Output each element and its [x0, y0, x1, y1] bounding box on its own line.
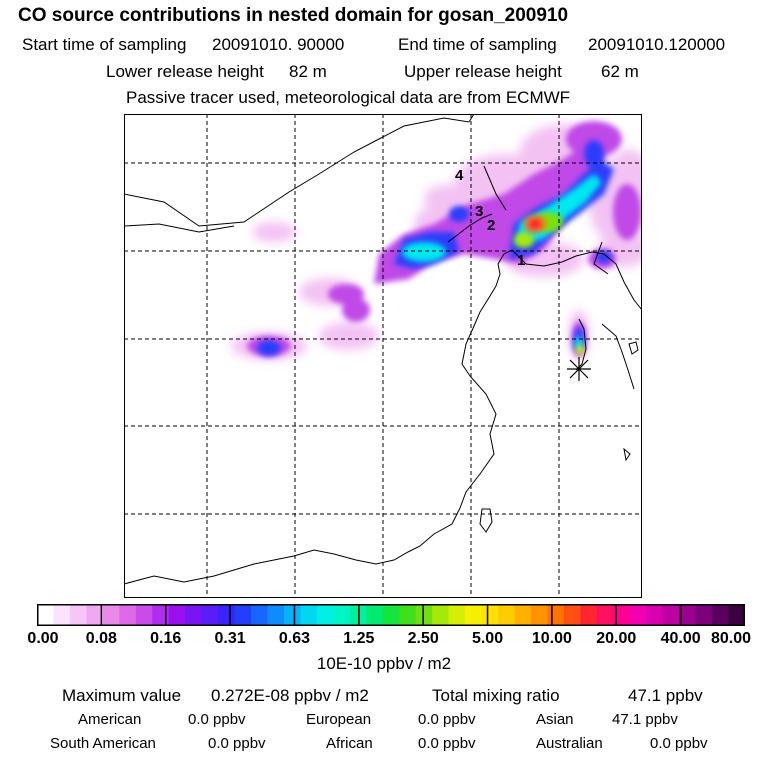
color-swatch	[596, 604, 614, 626]
region-name: Asian	[536, 711, 574, 728]
color-swatch	[119, 604, 137, 626]
color-swatch	[514, 604, 532, 626]
color-tick-label: 0.31	[214, 630, 246, 647]
color-swatch	[86, 604, 104, 626]
color-swatch	[415, 604, 433, 626]
color-swatch	[547, 604, 565, 626]
color-swatch	[283, 604, 301, 626]
color-swatch	[728, 604, 745, 626]
color-swatch	[152, 604, 170, 626]
region-value: 47.1 ppbv	[612, 711, 678, 728]
color-tick-label: 0.00	[27, 630, 59, 647]
color-tick-label: 0.08	[85, 630, 117, 647]
color-swatch	[185, 604, 203, 626]
lower-release-label: Lower release height	[106, 62, 264, 81]
region-value: 0.0 ppbv	[208, 735, 266, 752]
color-swatch	[465, 604, 483, 626]
site-label: 3	[475, 203, 483, 220]
color-swatch	[333, 604, 351, 626]
color-tick-label: 80.00	[710, 630, 752, 647]
max-value-label: Maximum value	[62, 686, 182, 705]
color-swatch	[102, 604, 120, 626]
lat-lon-grid	[124, 114, 642, 598]
color-swatch	[613, 604, 631, 626]
plume-field	[231, 121, 642, 360]
source-contribution-map: 1 2 3 4	[124, 114, 642, 598]
tracer-note: Passive tracer used, meteorological data…	[126, 88, 571, 107]
region-value: 0.0 ppbv	[418, 711, 476, 728]
start-time-label: Start time of sampling	[22, 35, 187, 54]
color-swatch	[366, 604, 384, 626]
color-tick-label: 5.00	[471, 630, 504, 647]
region-value: 0.0 ppbv	[188, 711, 246, 728]
color-swatch	[267, 604, 285, 626]
region-value: 0.0 ppbv	[418, 735, 476, 752]
upper-release-value: 62 m	[601, 62, 639, 81]
region-value: 0.0 ppbv	[650, 735, 708, 752]
lower-release-value: 82 m	[289, 62, 327, 81]
color-swatch	[662, 604, 680, 626]
site-label: 4	[455, 167, 464, 184]
color-swatch	[530, 604, 548, 626]
color-tick-label: 20.00	[596, 630, 637, 647]
color-swatch	[646, 604, 664, 626]
units-label: 10E-10 ppbv / m2	[316, 654, 452, 673]
asterisk-icon	[567, 357, 591, 381]
color-swatch	[580, 604, 598, 626]
end-time-value: 20091010.120000	[588, 35, 726, 54]
color-bar-frame	[37, 604, 745, 626]
map-frame	[124, 114, 642, 598]
region-name: American	[78, 711, 142, 728]
color-swatch	[135, 604, 153, 626]
color-swatch	[498, 604, 515, 626]
color-swatch	[316, 604, 334, 626]
color-swatch	[399, 604, 417, 626]
region-name: South American	[50, 735, 156, 752]
color-swatch	[679, 604, 697, 626]
region-name: Australian	[536, 735, 603, 752]
coastline-outline	[124, 114, 642, 585]
color-swatch	[300, 604, 318, 626]
color-swatch	[432, 604, 450, 626]
color-tick-label: 0.63	[278, 630, 311, 647]
color-swatch	[695, 604, 713, 626]
color-swatch	[201, 604, 219, 626]
color-swatch	[712, 604, 730, 626]
color-swatch	[382, 604, 400, 626]
color-swatch	[234, 604, 252, 626]
color-swatch	[481, 604, 499, 626]
color-tick-label: 2.50	[407, 630, 439, 647]
color-tick-label: 1.25	[343, 630, 375, 647]
color-tick-label: 40.00	[660, 630, 701, 647]
region-name: African	[326, 735, 373, 752]
color-swatch	[37, 604, 54, 626]
color-swatch	[629, 604, 647, 626]
color-swatch	[218, 604, 236, 626]
color-swatch	[251, 604, 269, 626]
site-label: 1	[517, 252, 525, 269]
upper-release-label: Upper release height	[404, 62, 562, 81]
color-swatch	[69, 604, 87, 626]
color-tick-label: 0.16	[150, 630, 182, 647]
site-label: 2	[487, 217, 495, 234]
end-time-label: End time of sampling	[398, 35, 557, 54]
total-mixing-value: 47.1 ppbv	[628, 686, 703, 705]
color-scale-bar	[37, 604, 745, 626]
color-tick-label: 10.00	[531, 630, 572, 647]
color-swatch	[53, 604, 71, 626]
max-value: 0.272E-08 ppbv / m2	[211, 686, 369, 705]
color-swatch	[448, 604, 466, 626]
region-name: European	[306, 711, 372, 728]
start-time-value: 20091010. 90000	[212, 35, 345, 54]
color-swatch	[168, 604, 186, 626]
total-mixing-label: Total mixing ratio	[432, 686, 560, 705]
color-swatch	[563, 604, 581, 626]
chart-title: CO source contributions in nested domain…	[18, 5, 569, 26]
